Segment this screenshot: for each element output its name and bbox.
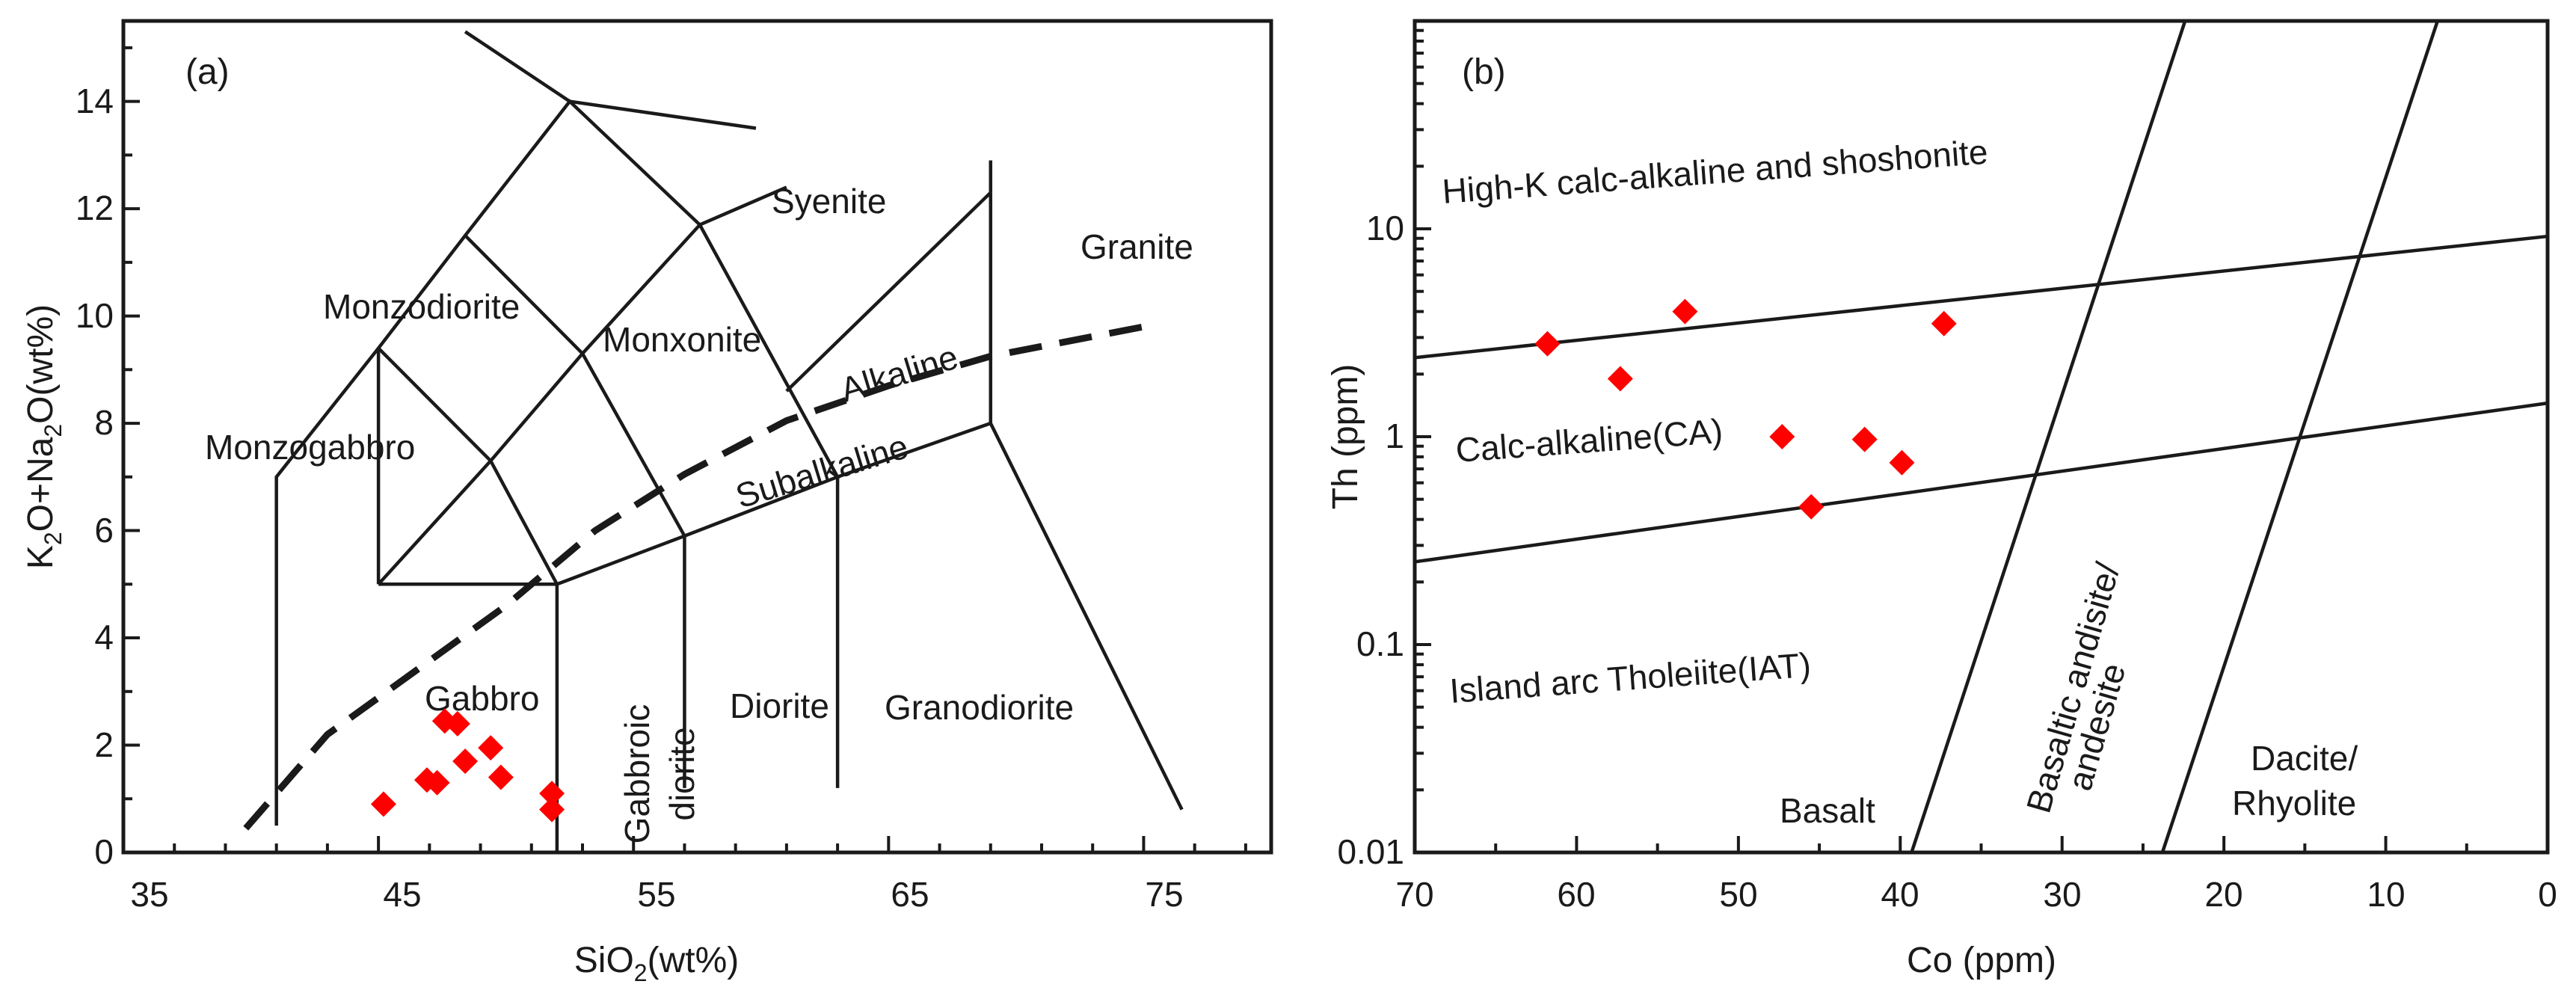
data-point-b-5 [1851, 426, 1878, 452]
data-points-b [1534, 298, 1957, 520]
discrimination-line-3 [2160, 20, 2439, 853]
field-calc-alkaline: Calc-alkaline(CA) [1454, 411, 1724, 470]
ytick-a-14: 14 [76, 82, 114, 120]
field-iat: Island arc Tholeiite(IAT) [1448, 645, 1813, 710]
data-point-b-6 [1889, 449, 1915, 476]
field-subalkaline: Subalkaline [731, 426, 913, 515]
xlabel-a: SiO2(wt%) [574, 941, 739, 986]
field-boundary-15 [569, 99, 757, 130]
field-alkaline: Alkaline [836, 337, 962, 410]
field-boundary-8 [377, 347, 492, 462]
field-boundary-6 [489, 352, 584, 462]
data-point-a-7 [488, 764, 514, 790]
field-rhyolite: Rhyolite [2232, 784, 2356, 823]
data-point-b-3 [1769, 424, 1795, 449]
xlabel-b: Co (ppm) [1907, 941, 2056, 980]
xtick-a-65: 65 [891, 875, 929, 914]
alkaline-subalkaline-divider [243, 323, 1145, 831]
field-granite: Granite [1080, 227, 1193, 266]
data-point-a-9 [539, 796, 565, 823]
field-granodiorite: Granodiorite [885, 688, 1074, 727]
ytick-a-2: 2 [94, 725, 114, 764]
xtick-a-35: 35 [130, 875, 168, 914]
data-point-a-4 [444, 710, 470, 737]
ylabel-b: Th (ppm) [1326, 364, 1365, 510]
panel-label-a: (a) [185, 52, 230, 92]
ytick-b-10: 10 [1366, 209, 1404, 248]
ytick-b-0.1: 0.1 [1356, 624, 1404, 663]
discrimination-line-0 [1414, 234, 2548, 360]
data-point-b-0 [1534, 331, 1561, 357]
field-boundary-9 [464, 234, 584, 355]
field-boundary-13 [683, 475, 838, 538]
xtick-a-55: 55 [637, 875, 675, 914]
field-monzogabbro: Monzogabbro [205, 428, 415, 467]
field-high-k: High-K calc-alkaline and shoshonite [1441, 132, 1989, 211]
ticks-b [1413, 28, 2549, 854]
data-point-a-8 [539, 781, 565, 807]
field-monzodiorite: Monzodiorite [323, 287, 520, 326]
tectonic-discrimination-lines [1414, 20, 2548, 853]
field-boundary-11 [556, 534, 686, 586]
field-boundary-18 [785, 191, 992, 393]
panel-label-b: (b) [1462, 52, 1506, 92]
tas-field-boundaries [274, 30, 1184, 852]
xtick-a-75: 75 [1145, 875, 1183, 914]
data-point-b-2 [1672, 298, 1698, 325]
xtick-a-45: 45 [383, 875, 421, 914]
data-point-a-2 [424, 769, 450, 796]
field-syenite: Syenite [772, 182, 886, 221]
data-point-b-7 [1931, 310, 1957, 336]
field-gabbroic: Gabbroic [618, 704, 657, 844]
field-boundary-5 [489, 460, 559, 585]
field-basalt: Basalt [1780, 791, 1875, 830]
ytick-a-8: 8 [94, 403, 114, 442]
ytick-a-6: 6 [94, 511, 114, 550]
xtick-b-20: 20 [2204, 875, 2243, 914]
data-points-a [370, 708, 565, 823]
ytick-b-1: 1 [1385, 416, 1404, 455]
field-boundary-4 [377, 459, 492, 585]
xtick-b-50: 50 [1719, 875, 1757, 914]
field-boundary-7 [581, 224, 701, 355]
xtick-b-0: 0 [2538, 875, 2557, 914]
ytick-a-12: 12 [76, 188, 114, 227]
field-diorite-2: diorite [663, 727, 701, 820]
data-point-a-6 [478, 735, 504, 761]
field-boundary-17 [699, 185, 787, 227]
ticks-a [122, 46, 1247, 854]
field-monxonite: Monxonite [603, 320, 761, 359]
chart-b: 0.01 0.1 1 10 70 60 50 40 30 20 10 0 Co … [1326, 19, 2557, 980]
ylabel-a: K2O+Na2O(wt%) [21, 304, 67, 569]
discrimination-line-2 [1910, 20, 2187, 853]
plot-frame-a [121, 19, 1273, 855]
ytick-b-0.01: 0.01 [1337, 832, 1404, 871]
data-point-a-0 [370, 791, 396, 817]
data-point-b-4 [1798, 494, 1825, 520]
data-point-b-1 [1607, 366, 1633, 392]
data-point-a-5 [452, 749, 479, 775]
xtick-b-30: 30 [2043, 875, 2081, 914]
ytick-a-10: 10 [76, 296, 114, 335]
xtick-b-60: 60 [1557, 875, 1595, 914]
xtick-b-40: 40 [1881, 875, 1919, 914]
field-diorite: Diorite [730, 686, 829, 725]
xtick-b-70: 70 [1395, 875, 1433, 914]
field-boundary-10 [581, 352, 686, 537]
discrimination-line-1 [1414, 401, 2548, 564]
chart-a: 0 2 4 6 8 10 12 14 35 45 55 65 75 SiO2(w… [21, 19, 1273, 986]
ytick-a-0: 0 [94, 832, 114, 871]
field-boundary-16 [464, 30, 571, 103]
ytick-a-4: 4 [94, 618, 114, 657]
field-dacite: Dacite/ [2251, 739, 2358, 778]
xtick-b-10: 10 [2367, 875, 2405, 914]
